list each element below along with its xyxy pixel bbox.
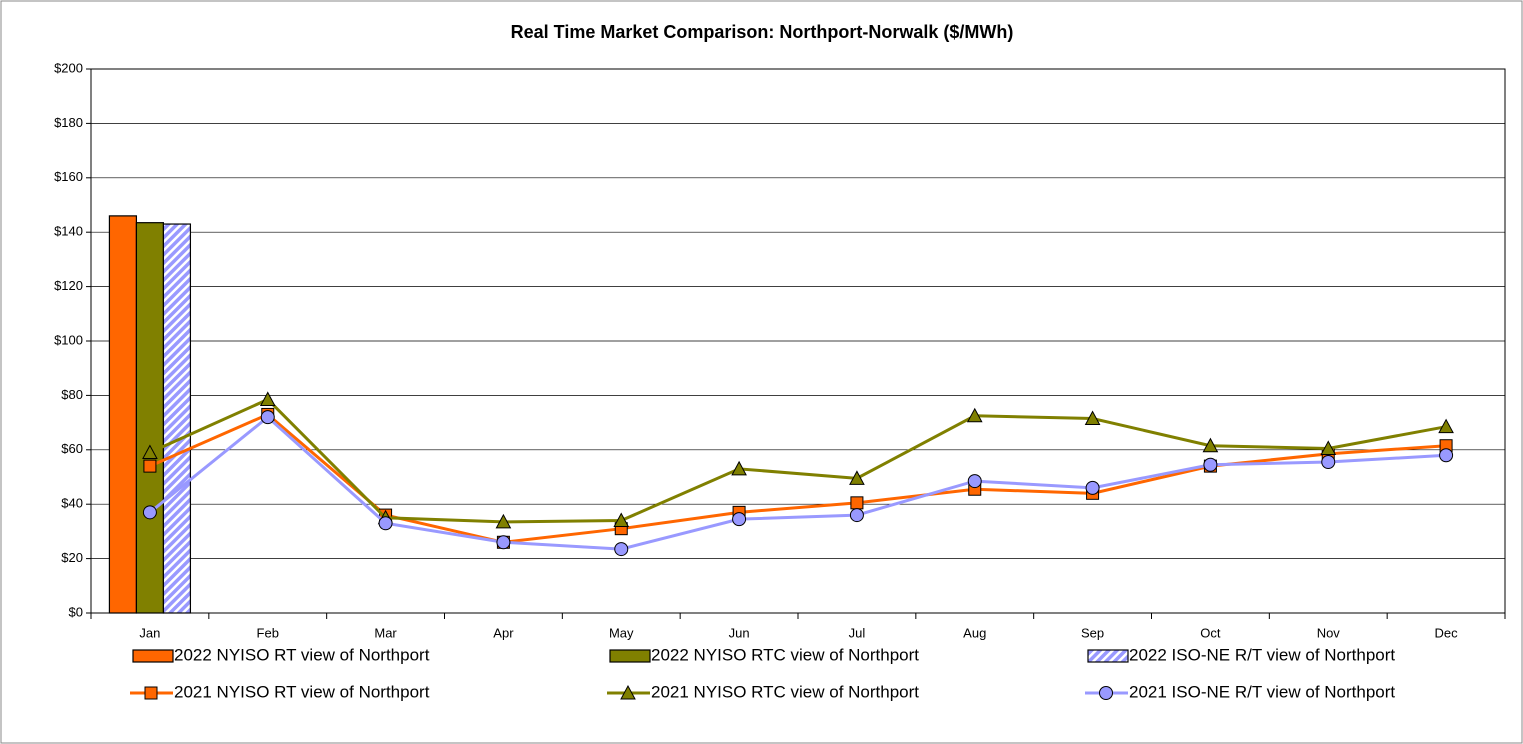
y-tick-label: $120: [54, 278, 83, 293]
legend-label: 2022 NYISO RTC view of Northport: [651, 645, 919, 664]
y-tick-label: $80: [61, 387, 83, 402]
marker: [1438, 418, 1454, 434]
marker: [732, 512, 747, 527]
marker: [378, 516, 393, 531]
legend-marker: [1099, 686, 1113, 700]
y-tick-label: $40: [61, 496, 83, 511]
x-tick-label: Oct: [1200, 625, 1221, 640]
legend-label: 2022 NYISO RT view of Northport: [174, 645, 430, 664]
x-tick-label: Jul: [849, 625, 866, 640]
x-tick-label: Nov: [1317, 625, 1341, 640]
marker: [260, 410, 275, 425]
marker: [495, 513, 512, 529]
marker: [1439, 448, 1454, 463]
line: [148, 415, 1447, 551]
x-tick-label: Sep: [1081, 625, 1104, 640]
marker: [1321, 455, 1336, 470]
marker: [613, 512, 630, 528]
bar: [162, 223, 192, 614]
marker: [731, 460, 747, 476]
y-tick-label: $180: [54, 115, 83, 130]
x-tick-label: Dec: [1435, 625, 1459, 640]
legend-label: 2022 ISO-NE R/T view of Northport: [1129, 645, 1395, 664]
bar: [135, 222, 165, 614]
marker: [849, 470, 865, 485]
marker: [496, 535, 511, 550]
marker: [142, 444, 158, 460]
marker: [1085, 480, 1100, 495]
legend-label: 2021 NYISO RT view of Northport: [174, 682, 430, 701]
legend-marker: [620, 684, 636, 700]
legend-swatch: [609, 649, 651, 663]
x-tick-label: Mar: [374, 625, 397, 640]
legend-label: 2021 ISO-NE R/T view of Northport: [1129, 682, 1395, 701]
x-tick-label: Jun: [729, 625, 750, 640]
marker: [1202, 437, 1219, 453]
x-tick-label: May: [609, 625, 634, 640]
y-tick-label: $160: [54, 169, 83, 184]
y-tick-label: $20: [61, 550, 83, 565]
bar: [108, 215, 138, 614]
y-tick-label: $140: [54, 224, 83, 239]
y-tick-label: $0: [69, 604, 83, 619]
legend-swatch: [132, 649, 174, 663]
legend-swatch: [1087, 649, 1129, 663]
marker: [849, 508, 864, 523]
marker: [259, 391, 276, 406]
line: [149, 397, 1447, 524]
marker: [614, 542, 629, 557]
marker: [143, 459, 157, 473]
marker: [966, 407, 983, 423]
chart-title: Real Time Market Comparison: Northport-N…: [511, 22, 1014, 42]
y-tick-label: $60: [61, 441, 83, 456]
x-tick-label: Apr: [493, 625, 514, 640]
marker: [1084, 410, 1101, 426]
y-tick-label: $200: [54, 60, 83, 75]
marker: [142, 505, 157, 520]
marker: [1203, 457, 1218, 472]
marker: [850, 496, 864, 510]
marker: [967, 474, 982, 489]
y-tick-label: $100: [54, 332, 83, 347]
legend-label: 2021 NYISO RTC view of Northport: [651, 682, 919, 701]
legend-marker: [144, 686, 158, 700]
x-tick-label: Jan: [139, 625, 160, 640]
marker: [1320, 440, 1337, 455]
x-tick-label: Feb: [257, 625, 279, 640]
x-tick-label: Aug: [963, 625, 986, 640]
